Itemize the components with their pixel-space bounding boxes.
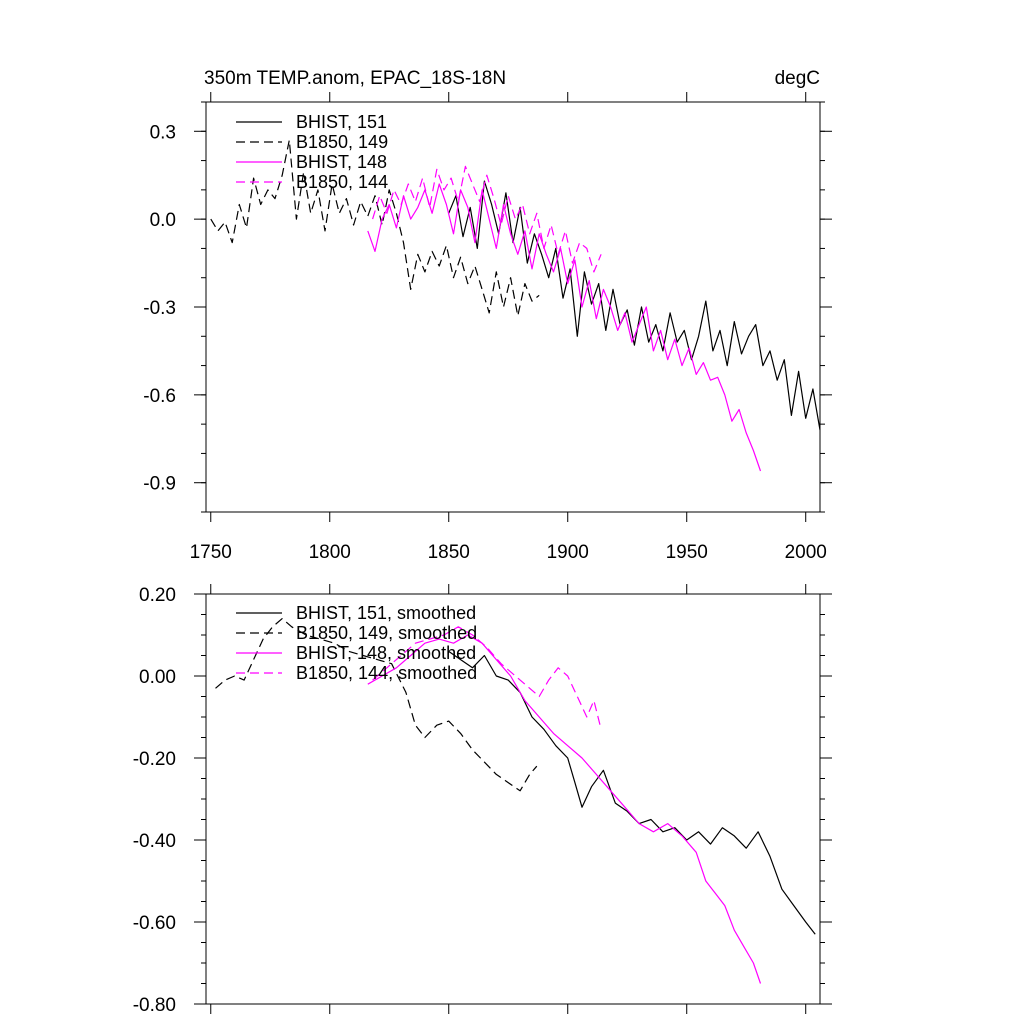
legend-label-0-3: B1850, 144 <box>296 172 388 192</box>
y-tick-label-1-2: -0.20 <box>133 749 176 770</box>
x-tick-label-0-3: 1900 <box>547 542 589 563</box>
legend-label-1-3: B1850, 144, smoothed <box>296 663 477 683</box>
legend-label-0-1: B1850, 149 <box>296 132 388 152</box>
legend-label-0-2: BHIST, 148 <box>296 152 387 172</box>
series-line-0-3 <box>372 165 602 273</box>
legend-label-0-0: BHIST, 151 <box>296 112 387 132</box>
x-tick-label-0-2: 1850 <box>428 542 470 563</box>
bottom-panel: 0.20 0.00 -0.20 -0.40 -0.60 -0.80 BHIST, 151, … <box>133 584 832 1016</box>
y-tick-label-1-0: 0.20 <box>139 585 176 606</box>
x-tick-label-0-5: 2000 <box>785 542 827 563</box>
series-line-1-3 <box>372 626 602 730</box>
legend-label-1-0: BHIST, 151, smoothed <box>296 603 476 623</box>
y-tick-label-0-4: -0.9 <box>143 474 176 495</box>
y-tick-label-0-3: -0.6 <box>143 386 176 407</box>
bottom-plot-area: 0.20 0.00 -0.20 -0.40 -0.60 -0.80 BHIST, 151, … <box>133 584 832 1016</box>
y-tick-label-0-1: 0.0 <box>150 210 176 231</box>
top-panel: 350m TEMP.anom, EPAC_18S-18N degC 1750 18… <box>143 68 832 563</box>
series-line-0-1 <box>210 139 540 317</box>
legend-label-1-1: B1850, 149, smoothed <box>296 623 477 643</box>
x-tick-label-0-1: 1800 <box>309 542 351 563</box>
series-line-1-2 <box>367 634 762 984</box>
series-line-0-2 <box>367 183 762 472</box>
x-tick-label-0-4: 1950 <box>666 542 708 563</box>
y-tick-label-1-5: -0.80 <box>133 995 176 1016</box>
series-line-0-0 <box>448 180 821 431</box>
top-chart-title: 350m TEMP.anom, EPAC_18S-18N <box>204 68 506 89</box>
top-plot-area: 1750 1800 1850 1900 1950 2000 0.3 0.0 -0.3 -0.6 -0… <box>143 92 832 563</box>
x-tick-label-0-0: 1750 <box>190 542 232 563</box>
top-chart-units: degC <box>775 68 820 89</box>
y-tick-label-0-2: -0.3 <box>143 298 176 319</box>
series-line-1-1 <box>215 618 538 792</box>
y-tick-label-1-1: 0.00 <box>139 667 176 688</box>
y-tick-label-1-4: -0.60 <box>133 913 176 934</box>
y-tick-label-0-0: 0.3 <box>150 122 176 143</box>
legend-label-1-2: BHIST, 148, smoothed <box>296 643 476 663</box>
y-tick-label-1-3: -0.40 <box>133 831 176 852</box>
series-line-1-0 <box>448 650 816 935</box>
